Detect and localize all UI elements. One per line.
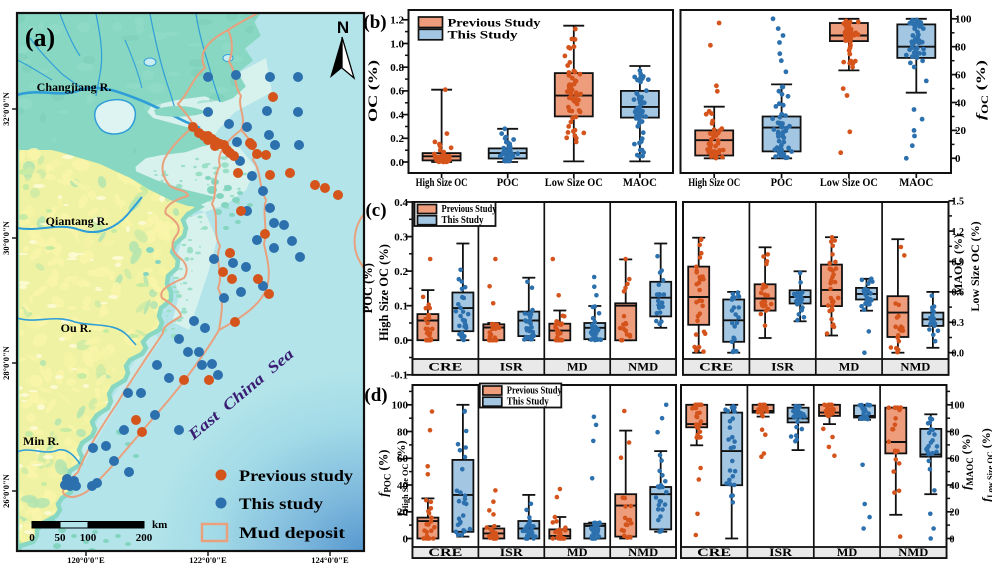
svg-text:0.4: 0.4 — [390, 109, 404, 121]
svg-text:(c): (c) — [365, 200, 386, 221]
svg-text:CRE: CRE — [428, 545, 462, 559]
svg-text:ISR: ISR — [771, 360, 794, 374]
svg-text:POC: POC — [497, 177, 519, 189]
svg-text:ISR: ISR — [500, 545, 523, 559]
svg-text:OC (%): OC (%) — [365, 60, 380, 122]
svg-text:0: 0 — [950, 534, 955, 545]
svg-text:20: 20 — [950, 508, 960, 519]
svg-text:This study: This study — [239, 496, 323, 513]
svg-text:CRE: CRE — [697, 545, 731, 559]
svg-text:80: 80 — [955, 42, 967, 54]
svg-text:0.6: 0.6 — [952, 288, 965, 299]
svg-text:MAOC (%): MAOC (%) — [951, 234, 965, 295]
svg-text:0.1: 0.1 — [394, 301, 408, 313]
svg-text:80: 80 — [950, 427, 960, 438]
svg-text:Previous study: Previous study — [239, 468, 353, 485]
svg-text:Previous Study: Previous Study — [507, 386, 563, 397]
svg-text:High Size OC: High Size OC — [688, 177, 740, 189]
svg-text:122°0'0"E: 122°0'0"E — [189, 555, 227, 564]
svg-text:MD: MD — [837, 545, 858, 559]
svg-text:1.2: 1.2 — [390, 15, 404, 27]
svg-text:MD: MD — [839, 360, 860, 374]
svg-text:1.0: 1.0 — [390, 38, 404, 50]
svg-text:ISR: ISR — [500, 360, 523, 374]
svg-text:POC (%): POC (%) — [361, 263, 375, 313]
svg-text:32°0'0"N: 32°0'0"N — [1, 91, 11, 125]
svg-text:60: 60 — [950, 454, 960, 465]
svg-text:50: 50 — [55, 532, 67, 544]
svg-text:0.4: 0.4 — [394, 197, 408, 209]
svg-text:Low Size OC (%): Low Size OC (%) — [968, 221, 982, 311]
svg-text:This Study: This Study — [442, 215, 485, 226]
svg-text:1.2: 1.2 — [952, 227, 965, 238]
svg-text:60: 60 — [955, 69, 967, 81]
svg-text:0: 0 — [29, 532, 35, 544]
svg-text:0.9: 0.9 — [952, 257, 965, 268]
svg-text:100: 100 — [80, 532, 97, 544]
svg-text:Qiantang R.: Qiantang R. — [46, 214, 109, 228]
svg-text:Low Size OC: Low Size OC — [545, 177, 603, 189]
svg-text:Previous Study: Previous Study — [442, 204, 498, 215]
svg-text:MD: MD — [567, 360, 588, 374]
svg-text:0.2: 0.2 — [390, 133, 404, 145]
svg-text:0.3: 0.3 — [952, 318, 965, 329]
svg-text:0.0: 0.0 — [394, 335, 408, 347]
svg-text:POC: POC — [771, 177, 793, 189]
svg-text:0.6: 0.6 — [390, 86, 404, 98]
svg-text:(d): (d) — [364, 385, 387, 406]
svg-text:MD: MD — [567, 545, 588, 559]
svg-text:20: 20 — [955, 125, 967, 137]
svg-text:26°0'0"N: 26°0'0"N — [1, 473, 11, 507]
svg-text:This Study: This Study — [507, 397, 550, 408]
svg-text:124°0'0"E: 124°0'0"E — [311, 555, 349, 564]
svg-text:0: 0 — [955, 153, 961, 165]
svg-text:Min R.: Min R. — [23, 434, 59, 448]
svg-text:MAOC: MAOC — [623, 177, 657, 189]
svg-text:1.5: 1.5 — [952, 197, 965, 208]
svg-text:30°0'0"N: 30°0'0"N — [1, 220, 11, 254]
svg-text:MAOC: MAOC — [899, 177, 933, 189]
svg-text:Changjiang R.: Changjiang R. — [37, 80, 112, 94]
svg-text:(a): (a) — [25, 23, 55, 52]
svg-text:High Size OC (%): High Size OC (%) — [377, 244, 391, 341]
svg-text:CRE: CRE — [699, 360, 733, 374]
svg-text:120°0'0"E: 120°0'0"E — [67, 555, 105, 564]
svg-text:0.3: 0.3 — [394, 231, 408, 243]
svg-text:km: km — [152, 519, 167, 531]
svg-text:Mud deposit: Mud deposit — [239, 525, 346, 542]
svg-text:28°0'0"N: 28°0'0"N — [1, 345, 11, 379]
svg-text:0.0: 0.0 — [952, 349, 965, 360]
svg-text:60: 60 — [397, 453, 409, 465]
svg-text:100: 100 — [392, 400, 409, 412]
svg-text:40: 40 — [950, 481, 960, 492]
svg-text:80: 80 — [397, 426, 409, 438]
svg-text:NMD: NMD — [898, 545, 928, 559]
svg-text:NMD: NMD — [900, 360, 930, 374]
svg-text:0: 0 — [403, 533, 409, 545]
svg-text:40: 40 — [397, 480, 409, 492]
svg-text:(b): (b) — [363, 12, 386, 33]
svg-text:ISR: ISR — [769, 545, 792, 559]
svg-text:NMD: NMD — [628, 545, 658, 559]
svg-text:Low Size OC: Low Size OC — [820, 177, 878, 189]
svg-text:0.0: 0.0 — [390, 157, 404, 169]
svg-text:This Study: This Study — [448, 28, 518, 42]
svg-text:-0.1: -0.1 — [391, 370, 408, 382]
svg-text:NMD: NMD — [628, 360, 658, 374]
svg-text:High Size OC: High Size OC — [416, 177, 468, 189]
svg-text:0.2: 0.2 — [394, 266, 408, 278]
svg-text:100: 100 — [950, 401, 965, 412]
svg-text:20: 20 — [397, 507, 409, 519]
svg-text:200: 200 — [136, 532, 153, 544]
svg-text:Previous Study: Previous Study — [448, 15, 541, 29]
svg-text:Ou R.: Ou R. — [61, 321, 92, 335]
svg-text:40: 40 — [955, 97, 967, 109]
svg-text:0.8: 0.8 — [390, 62, 404, 74]
svg-text:CRE: CRE — [428, 360, 462, 374]
svg-text:N: N — [337, 18, 349, 37]
svg-text:100: 100 — [955, 14, 972, 26]
